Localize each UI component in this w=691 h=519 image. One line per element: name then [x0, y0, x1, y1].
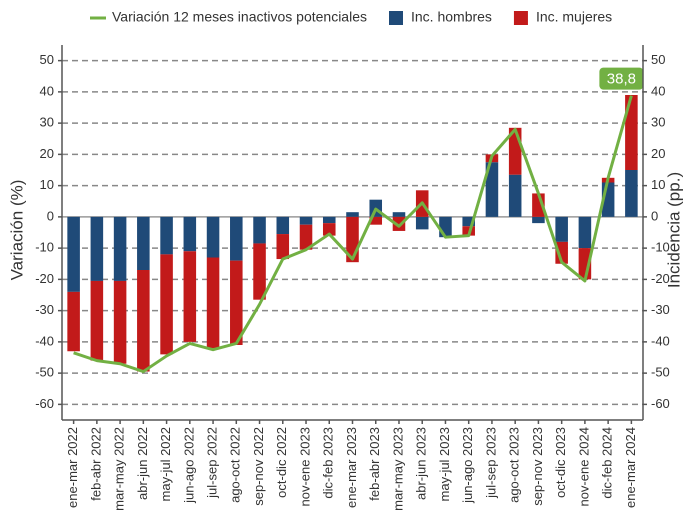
bar	[532, 216, 545, 224]
x-tick-label: nov-ene 2024	[576, 427, 591, 507]
bar	[439, 216, 452, 238]
bar	[137, 270, 150, 372]
bar	[276, 234, 290, 260]
bar	[230, 260, 243, 345]
x-tick-label: nov-ene 2023	[297, 427, 312, 507]
y-tick-label: 0	[47, 208, 54, 223]
bar	[392, 212, 406, 217]
y2-tick-label: -30	[651, 302, 670, 317]
y2-tick-label: 20	[651, 146, 665, 161]
y2-axis-title: Incidencia (pp.)	[664, 172, 683, 288]
x-tick-label: ene-mar 2022	[65, 427, 80, 508]
y2-tick-label: 0	[651, 208, 658, 223]
y-tick-label: -20	[35, 271, 54, 286]
x-tick-label: ago-oct 2022	[228, 427, 243, 503]
y2-tick-label: -20	[651, 271, 670, 286]
bar	[160, 216, 173, 255]
x-tick-label: ene-mar 2024	[623, 427, 638, 508]
bar	[183, 251, 197, 342]
x-tick-label: oct-dic 2022	[274, 427, 289, 498]
y-tick-label: -50	[35, 365, 54, 380]
y2-tick-label: 30	[651, 115, 665, 130]
bar	[253, 243, 266, 300]
bar	[346, 212, 359, 217]
y2-tick-label: -50	[651, 365, 670, 380]
bar	[625, 170, 638, 217]
bar	[230, 216, 243, 261]
x-tick-label: mar-may 2022	[112, 427, 127, 511]
legend-swatch	[513, 11, 528, 25]
line	[73, 95, 633, 374]
y-tick-label: 10	[40, 177, 54, 192]
y-tick-label: -40	[35, 333, 54, 348]
y2-tick-label: -60	[651, 396, 670, 411]
x-tick-label: abr-jun 2023	[414, 427, 429, 500]
x-tick-label: ene-mar 2023	[344, 427, 359, 508]
x-tick-label: sep-nov 2022	[251, 427, 266, 506]
y2-tick-label: 50	[651, 52, 665, 67]
bar	[625, 95, 638, 170]
x-tick-label: ago-oct 2023	[507, 427, 522, 503]
x-tick-label: dic-feb 2023	[321, 427, 336, 499]
legend-label: Inc. hombres	[411, 9, 492, 25]
bar	[462, 216, 475, 227]
bar	[67, 291, 80, 352]
bar	[113, 280, 127, 364]
x-tick-label: may-jul 2023	[437, 427, 452, 501]
bar	[137, 216, 150, 270]
bar	[578, 216, 592, 249]
y-tick-label: -10	[35, 240, 54, 255]
y-tick-label: 50	[40, 52, 54, 67]
bar	[299, 224, 313, 250]
y2-tick-label: -40	[651, 333, 670, 348]
bar	[392, 216, 406, 231]
legend-swatch	[389, 11, 403, 25]
bar	[415, 216, 429, 230]
y2-tick-label: -10	[651, 240, 670, 255]
y2-tick-label: 10	[651, 177, 665, 192]
x-tick-label: dic-feb 2024	[600, 427, 615, 499]
bar	[276, 216, 290, 235]
bar	[299, 216, 313, 225]
x-tick-label: feb-abr 2022	[88, 427, 103, 501]
x-tick-label: abr-jun 2022	[135, 427, 150, 500]
y-tick-label: -30	[35, 302, 54, 317]
y-tick-label: 30	[40, 115, 54, 130]
bar	[485, 162, 499, 217]
y-axis-title: Variación (%)	[7, 180, 26, 281]
legend-label: Variación 12 meses inactivos potenciales	[112, 9, 367, 25]
x-tick-label: jul-sep 2022	[204, 427, 219, 499]
data-label: 38,8	[607, 71, 636, 88]
bar	[160, 254, 173, 355]
x-tick-label: sep-nov 2023	[530, 427, 545, 506]
x-tick-label: mar-may 2023	[390, 427, 405, 511]
x-tick-label: oct-dic 2023	[553, 427, 568, 498]
bar	[508, 174, 522, 217]
bar	[253, 216, 266, 244]
y2-tick-label: 40	[651, 83, 665, 98]
bar	[113, 216, 127, 281]
bar	[322, 223, 336, 236]
y-tick-label: 40	[40, 83, 54, 98]
x-tick-label: jun-ago 2022	[181, 427, 196, 504]
bar	[369, 216, 383, 225]
bar	[206, 216, 220, 258]
bar	[555, 241, 568, 264]
x-tick-label: jul-sep 2023	[483, 427, 498, 499]
legend-label: Inc. mujeres	[536, 9, 612, 25]
x-tick-label: feb-abr 2023	[367, 427, 382, 501]
bar	[90, 216, 104, 281]
bar	[90, 280, 104, 361]
bar	[206, 257, 220, 349]
x-tick-label: jun-ago 2023	[460, 427, 475, 504]
bar	[322, 216, 336, 224]
annotation-box	[599, 67, 644, 90]
bar	[183, 216, 197, 252]
y-tick-label: -60	[35, 396, 54, 411]
bar	[555, 216, 568, 242]
x-tick-label: may-jul 2022	[158, 427, 173, 501]
y-tick-label: 20	[40, 146, 54, 161]
bar	[67, 216, 80, 292]
